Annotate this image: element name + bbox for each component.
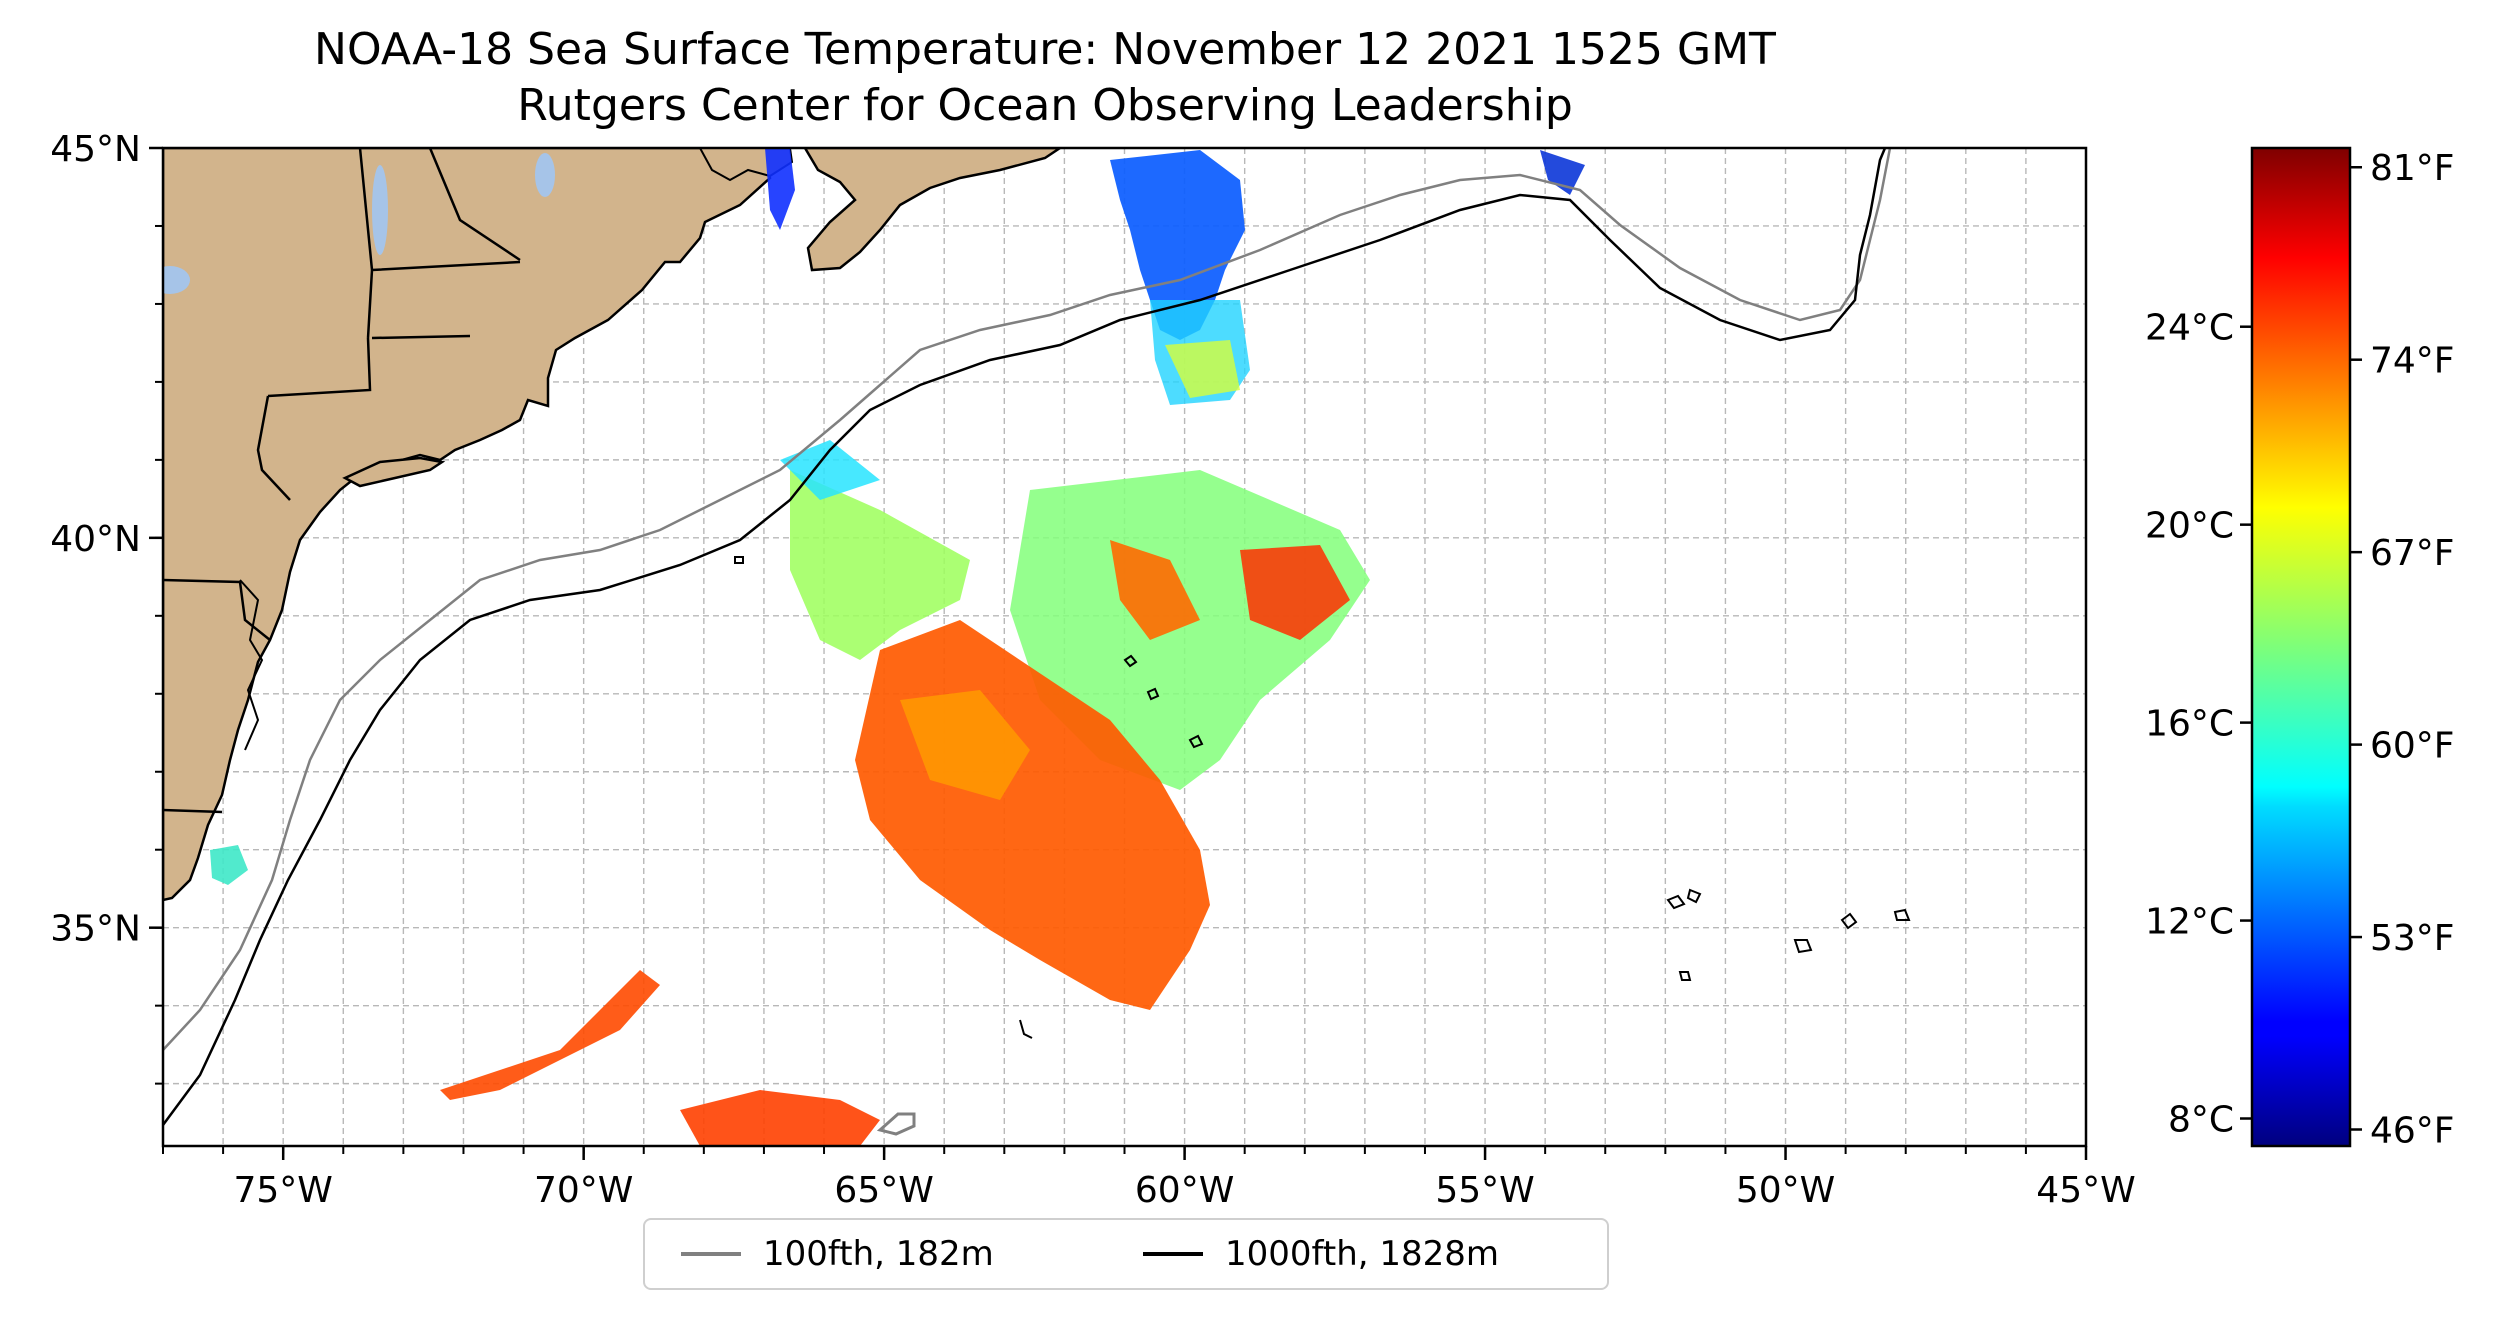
lake-ontario-edge xyxy=(163,266,190,294)
x-tick-label: 45°W xyxy=(2036,1170,2135,1211)
seamount-6 xyxy=(1793,939,1813,954)
sst-swath-main-orangeyellow xyxy=(900,690,1030,800)
land-layer xyxy=(163,148,1063,902)
legend-swatch-100fth xyxy=(681,1252,741,1256)
seamount-9 xyxy=(1678,971,1692,981)
seamount-3 xyxy=(1188,734,1204,749)
legend-label-1000fth: 1000fth, 1828m xyxy=(1225,1234,1500,1274)
y-tick-label: 35°N xyxy=(50,909,141,950)
land-us-east-coast xyxy=(163,148,772,902)
colorbar-c-label: 8°C xyxy=(2168,1100,2234,1141)
map-panel: 75°W 70°W 65°W 60°W 55°W 50°W 45°W 45°N 40°N 35°… xyxy=(50,129,2135,1211)
colorbar-f-label: 60°F xyxy=(2370,726,2455,767)
chart-subtitle: Rutgers Center for Ocean Observing Leade… xyxy=(517,80,1573,131)
lake-moosehead xyxy=(535,153,555,197)
x-axis-ticks: 75°W 70°W 65°W 60°W 55°W 50°W 45°W xyxy=(162,1146,2136,1211)
colorbar-c-label: 12°C xyxy=(2145,902,2234,943)
sst-swath-gulf-cyan xyxy=(780,440,880,500)
isobath-layer xyxy=(163,148,1911,1136)
colorbar-c-label: 16°C xyxy=(2145,704,2234,745)
x-tick-label: 70°W xyxy=(534,1170,633,1211)
colorbar-f-label: 67°F xyxy=(2370,533,2455,574)
legend-item-1000fth: 1000fth, 1828m xyxy=(1143,1220,1499,1288)
chart-title: NOAA-18 Sea Surface Temperature: Novembe… xyxy=(314,24,1776,75)
y-axis-ticks: 45°N 40°N 35°N xyxy=(50,129,163,1085)
x-tick-label: 50°W xyxy=(1736,1170,1835,1211)
colorbar-f-label: 81°F xyxy=(2370,148,2455,189)
land-nova-scotia xyxy=(803,148,1063,272)
legend-label-100fth: 100fth, 182m xyxy=(763,1234,994,1274)
sst-swath-central-red xyxy=(1240,545,1350,640)
colorbar-f-label: 53°F xyxy=(2370,918,2455,959)
colorbar: 8°C 12°C 16°C 20°C 24°C 46°F 53°F 60°F 67°F 74°F… xyxy=(2145,146,2455,1152)
x-tick-label: 75°W xyxy=(233,1170,332,1211)
sst-swath-northwest-blue xyxy=(765,148,795,230)
legend-swatch-1000fth xyxy=(1143,1252,1203,1256)
x-tick-label: 60°W xyxy=(1135,1170,1234,1211)
sst-swath-north-cold xyxy=(1110,150,1245,340)
isobath-1000fth xyxy=(163,148,1887,1126)
sst-swath-gulf-green xyxy=(790,470,970,660)
y-tick-label: 40°N xyxy=(50,519,141,560)
sst-swath-south-red xyxy=(440,970,660,1100)
seamount-11 xyxy=(876,1112,916,1136)
colorbar-f-label: 46°F xyxy=(2370,1111,2455,1152)
lake-nc-sounds xyxy=(210,845,248,885)
colorbar-f-label: 74°F xyxy=(2370,341,2455,382)
y-tick-label: 45°N xyxy=(50,129,141,170)
sst-data-layer xyxy=(440,148,1585,1146)
colorbar-c-label: 20°C xyxy=(2145,506,2234,547)
state-borders xyxy=(163,148,521,814)
seamount-7 xyxy=(1840,912,1858,930)
x-tick-label: 55°W xyxy=(1435,1170,1534,1211)
seamount-10 xyxy=(1019,1019,1033,1039)
seamount-12 xyxy=(734,556,744,564)
colorbar-frame xyxy=(2250,146,2352,1148)
colorbar-fahrenheit-ticks: 46°F 53°F 60°F 67°F 74°F 81°F xyxy=(2350,148,2455,1152)
lake-champlain xyxy=(372,165,388,255)
land-long-island xyxy=(342,456,446,488)
sst-swath-central-orange xyxy=(1110,540,1200,640)
isobath-100fth xyxy=(163,148,1892,1051)
seamount-5 xyxy=(1686,888,1702,904)
sst-swath-northeast-blue xyxy=(1540,150,1585,195)
legend-item-100fth: 100fth, 182m xyxy=(681,1220,994,1288)
seamount-8 xyxy=(1893,908,1911,921)
seamount-2 xyxy=(1146,687,1160,701)
colorbar-gradient xyxy=(2252,148,2350,1146)
colorbar-celsius-ticks: 8°C 12°C 16°C 20°C 24°C xyxy=(2145,308,2252,1141)
colorbar-c-label: 24°C xyxy=(2145,308,2234,349)
legend: 100fth, 182m 1000fth, 1828m xyxy=(643,1218,1609,1290)
seamount-1 xyxy=(1123,654,1138,668)
sst-swath-south-red2 xyxy=(680,1090,880,1146)
land-chesapeake xyxy=(239,579,264,751)
seamount-4 xyxy=(1666,894,1686,910)
x-tick-label: 65°W xyxy=(834,1170,933,1211)
sst-swath-north-yellow xyxy=(1165,340,1240,398)
